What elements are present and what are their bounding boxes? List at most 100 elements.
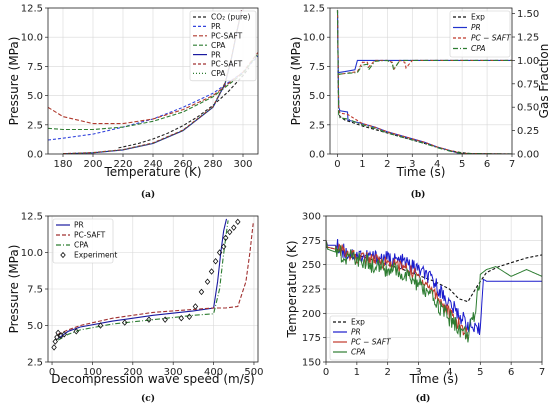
x-axis-label: Time (s) [409,372,459,386]
x-tick-label: 1 [359,159,365,170]
y-axis-label: Temperature (K) [285,240,299,338]
x-tick-label: 1 [354,367,360,378]
panel-c: 0 100 200 300 400 500 2.5 5.0 7.5 10.0 12.5 Decompr… [7,212,264,405]
y-tick-label: 0.0 [309,150,325,161]
data-point-experiment [222,234,229,242]
series-line-d-1 [326,238,542,336]
data-point-experiment [208,268,215,275]
x-tick-label: 300 [164,367,183,378]
data-point-experiment [231,224,237,231]
x-tick-label: 100 [83,367,102,378]
y-tick-label: 7.5 [27,62,43,73]
series-line-b-2 [336,10,512,154]
y-tick-label: 2.5 [27,120,43,131]
legend-entry: PR [471,23,481,32]
series-line-b-5 [337,59,512,75]
x-axis-label: Time (s) [396,165,446,179]
panel-caption: (a) [141,189,155,200]
legend-entry: CO₂ (pure) [211,13,251,22]
legend-box [52,218,114,264]
panel-caption: (d) [416,393,431,404]
x-tick-label: 5 [459,159,465,170]
y-tick-label: 7.5 [27,285,43,296]
data-point-experiment [204,278,211,285]
y-tick-label: 0.0 [27,150,43,161]
y-axis-label: Pressure (MPa) [289,37,303,126]
legend-entry: PC-SAFT [211,32,243,41]
legend-box [329,315,389,361]
x-tick-label: 7 [539,367,545,378]
legend-entry: CPA [471,44,486,53]
legend-entry: PC-SAFT [211,60,243,69]
y-tick-label: 200 [302,309,321,320]
y2-tick-label: 0.75 [517,79,539,90]
y-tick-label: 5.0 [309,91,325,102]
data-point-experiment [97,322,104,329]
x-tick-label: 3 [415,367,421,378]
y-tick-label: 12.5 [21,4,43,15]
legend-entry: PC − SAFT [471,34,512,43]
series-line-a-3 [48,53,258,131]
data-point-experiment [178,314,184,322]
legend-entry: CPA [74,241,89,250]
x-tick-label: 0 [323,367,329,378]
series-line-b-3 [336,10,512,154]
data-point-experiment [216,249,223,256]
data-point-experiment [192,303,199,310]
data-point-experiment [212,258,219,265]
x-tick-label: 300 [233,159,252,170]
data-point-experiment [186,313,193,320]
legend-entry: PC-SAFT [74,231,106,240]
y2-tick-label: 1.25 [517,33,539,44]
data-point-experiment [235,218,241,226]
y2-tick-label: 1.00 [517,56,539,67]
x-tick-label: 180 [53,159,72,170]
legend-entry: PR [351,328,361,337]
plot-area [336,10,512,154]
data-point-experiment [220,243,227,250]
x-tick-label: 220 [113,159,132,170]
y-tick-label: 12.5 [303,4,325,15]
legend-entry: CPA [351,348,366,357]
y-tick-label: 275 [302,236,321,247]
x-tick-label: 4 [446,367,452,378]
data-point-experiment [61,331,67,338]
panel-caption: (c) [141,393,155,404]
plot-area [326,238,542,343]
legend-entry: PC − SAFT [351,338,392,347]
y-tick-label: 2.5 [309,120,325,131]
legend-entry: Exp [351,318,365,327]
x-tick-label: 2 [384,159,390,170]
y2-tick-label: 0.50 [517,103,539,114]
series-line-c-1 [57,223,254,335]
data-point-experiment [162,316,168,323]
panel-d: 0 1 2 3 4 5 6 7 150 175 200 225 250 275 300 Time (s) Tem… [285,212,545,405]
y2-tick-label: 0.25 [517,126,539,137]
y2-tick-label: 0.00 [517,150,539,161]
axes-frame [329,7,513,155]
legend-box [449,10,511,58]
series-line-b-6 [337,59,512,75]
x-tick-label: 2 [385,367,391,378]
data-point-experiment [55,329,61,337]
y-tick-label: 225 [302,285,321,296]
y-tick-label: 12.5 [21,212,43,223]
legend-entry: Experiment [74,251,117,260]
y-tick-label: 7.5 [309,62,325,73]
data-point-experiment [227,228,233,236]
data-point-experiment [198,288,205,296]
x-tick-label: 200 [123,367,142,378]
x-tick-label: 0 [49,367,55,378]
series-line-d-3 [326,240,542,343]
y-axis-label: Pressure (MPa) [7,245,21,334]
legend-entry: CPA [211,41,226,50]
data-point-experiment [52,338,58,345]
panel-a: 180 200 220 240 260 280 300 0.0 2.5 5.0 7.5 10.0 12.… [7,4,259,200]
y-tick-label: 300 [302,212,321,223]
legend-entry: PR [74,221,84,230]
x-tick-label: 3 [409,159,415,170]
data-point-experiment [146,316,152,323]
series-line-a-0 [118,67,250,149]
y-tick-label: 250 [302,260,321,271]
data-point-experiment [73,328,79,335]
